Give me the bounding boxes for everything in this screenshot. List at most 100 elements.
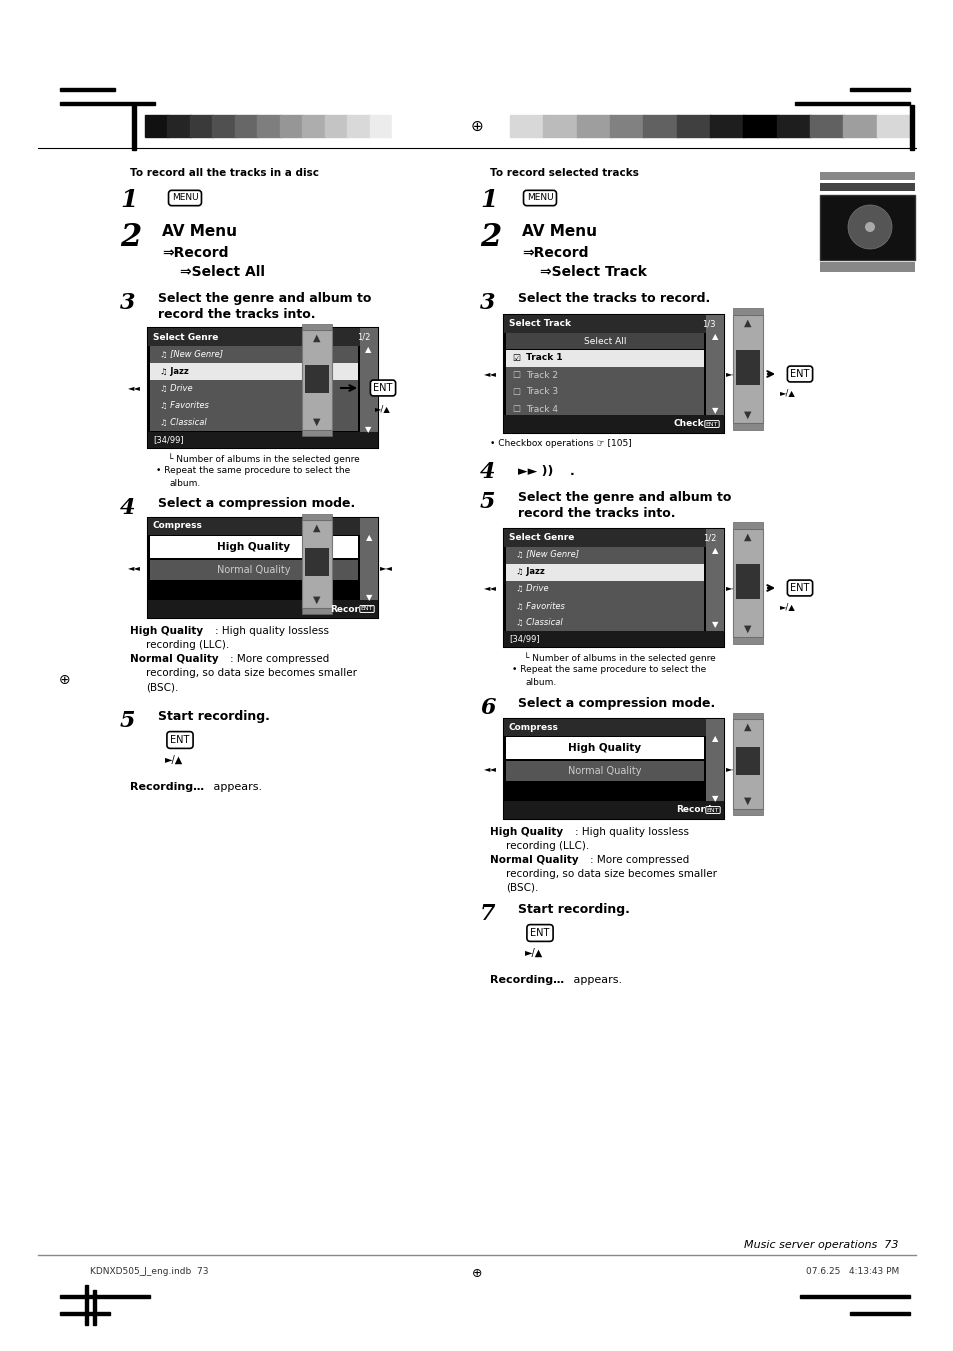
Text: ☑: ☑ — [512, 354, 519, 362]
Bar — [325, 115, 348, 136]
Bar — [735, 747, 760, 775]
Bar — [642, 115, 677, 136]
Text: ▼: ▼ — [743, 796, 751, 807]
Text: ☐: ☐ — [512, 404, 519, 413]
Bar — [505, 384, 703, 401]
Text: 4: 4 — [479, 461, 495, 484]
Text: ▲: ▲ — [365, 534, 372, 543]
Text: ▼: ▼ — [313, 594, 320, 605]
Text: ⇒Record: ⇒Record — [162, 246, 229, 259]
Text: ENT: ENT — [789, 584, 809, 593]
Text: ☐: ☐ — [512, 388, 519, 396]
Bar — [732, 315, 762, 423]
Text: AV Menu: AV Menu — [162, 224, 236, 239]
Text: 1: 1 — [479, 188, 497, 212]
Text: Recording…: Recording… — [130, 782, 204, 792]
Text: Select Track: Select Track — [509, 319, 571, 328]
Text: 6: 6 — [479, 697, 495, 719]
Text: ENT: ENT — [530, 928, 549, 938]
Text: ⇒Record: ⇒Record — [521, 246, 588, 259]
Bar — [505, 350, 703, 367]
Text: ⇒Select Track: ⇒Select Track — [539, 265, 646, 280]
Bar — [145, 115, 169, 136]
Bar — [505, 615, 703, 632]
Text: Normal Quality: Normal Quality — [490, 855, 578, 865]
Bar — [150, 363, 357, 380]
Bar — [794, 101, 909, 105]
Bar — [503, 315, 723, 434]
Text: ENT: ENT — [706, 808, 719, 812]
Bar — [732, 638, 762, 644]
Text: ♫ Drive: ♫ Drive — [516, 585, 548, 593]
Text: Compress: Compress — [152, 521, 203, 531]
Bar — [302, 324, 332, 330]
Text: ▼: ▼ — [711, 407, 718, 416]
Text: ◄◄: ◄◄ — [483, 370, 496, 378]
Bar — [150, 561, 357, 580]
Bar — [505, 581, 703, 598]
Bar — [849, 88, 909, 91]
Text: High Quality: High Quality — [490, 827, 562, 838]
Bar — [732, 809, 762, 815]
Bar — [505, 401, 703, 417]
Bar — [359, 517, 377, 617]
Bar — [60, 1312, 110, 1315]
Bar — [576, 115, 610, 136]
Text: [34/99]: [34/99] — [152, 435, 183, 444]
Text: ▼: ▼ — [743, 624, 751, 634]
Bar — [92, 1290, 96, 1325]
Text: ♫ [New Genre]: ♫ [New Genre] — [160, 350, 223, 359]
Bar — [503, 631, 723, 647]
Text: ENT: ENT — [373, 382, 393, 393]
Bar — [503, 415, 723, 434]
Text: ▼: ▼ — [743, 409, 751, 420]
Bar — [302, 520, 332, 608]
Text: ▲: ▲ — [743, 317, 751, 328]
Text: : More compressed: : More compressed — [589, 855, 688, 865]
Text: ▼: ▼ — [365, 593, 372, 603]
Bar — [60, 101, 154, 105]
Text: ▲: ▲ — [364, 346, 371, 354]
Text: ▲: ▲ — [711, 547, 718, 555]
Text: Compress: Compress — [509, 723, 558, 731]
Bar — [392, 115, 416, 136]
Bar — [148, 600, 377, 617]
Bar — [505, 367, 703, 384]
Bar — [732, 521, 762, 530]
Bar — [503, 530, 723, 647]
Text: ♫ [New Genre]: ♫ [New Genre] — [516, 550, 578, 559]
Text: ►/▲: ►/▲ — [375, 404, 391, 413]
Text: Select Genre: Select Genre — [509, 534, 574, 543]
Bar — [85, 1285, 88, 1325]
Text: ◄◄: ◄◄ — [483, 765, 496, 774]
Text: ►◄: ►◄ — [725, 370, 739, 378]
Bar — [820, 172, 914, 180]
Text: Normal Quality: Normal Quality — [217, 565, 291, 576]
Text: record the tracks into.: record the tracks into. — [517, 507, 675, 520]
Bar — [609, 115, 643, 136]
Text: 2: 2 — [120, 222, 141, 253]
Text: ▼: ▼ — [711, 620, 718, 630]
Bar — [510, 115, 544, 136]
Bar — [503, 801, 723, 819]
Text: Track 1: Track 1 — [525, 354, 562, 362]
Bar — [732, 719, 762, 809]
Text: Select a compression mode.: Select a compression mode. — [517, 697, 715, 711]
Bar — [150, 413, 357, 431]
Text: recording, so data size becomes smaller: recording, so data size becomes smaller — [505, 869, 717, 880]
Bar — [503, 719, 723, 736]
Text: └ Number of albums in the selected genre: └ Number of albums in the selected genre — [523, 653, 715, 663]
Text: Select Genre: Select Genre — [152, 332, 218, 342]
Text: Music server operations  73: Music server operations 73 — [743, 1240, 898, 1250]
Text: 1/2: 1/2 — [702, 534, 716, 543]
Bar — [909, 105, 913, 150]
Text: ►◄: ►◄ — [725, 765, 739, 774]
Text: ♫ Drive: ♫ Drive — [160, 384, 193, 393]
Text: ♫ Classical: ♫ Classical — [160, 417, 207, 427]
Bar — [809, 115, 843, 136]
Text: Track 2: Track 2 — [525, 370, 558, 380]
Bar — [168, 115, 191, 136]
Bar — [676, 115, 710, 136]
Bar — [302, 330, 332, 430]
Text: Record: Record — [676, 805, 711, 815]
